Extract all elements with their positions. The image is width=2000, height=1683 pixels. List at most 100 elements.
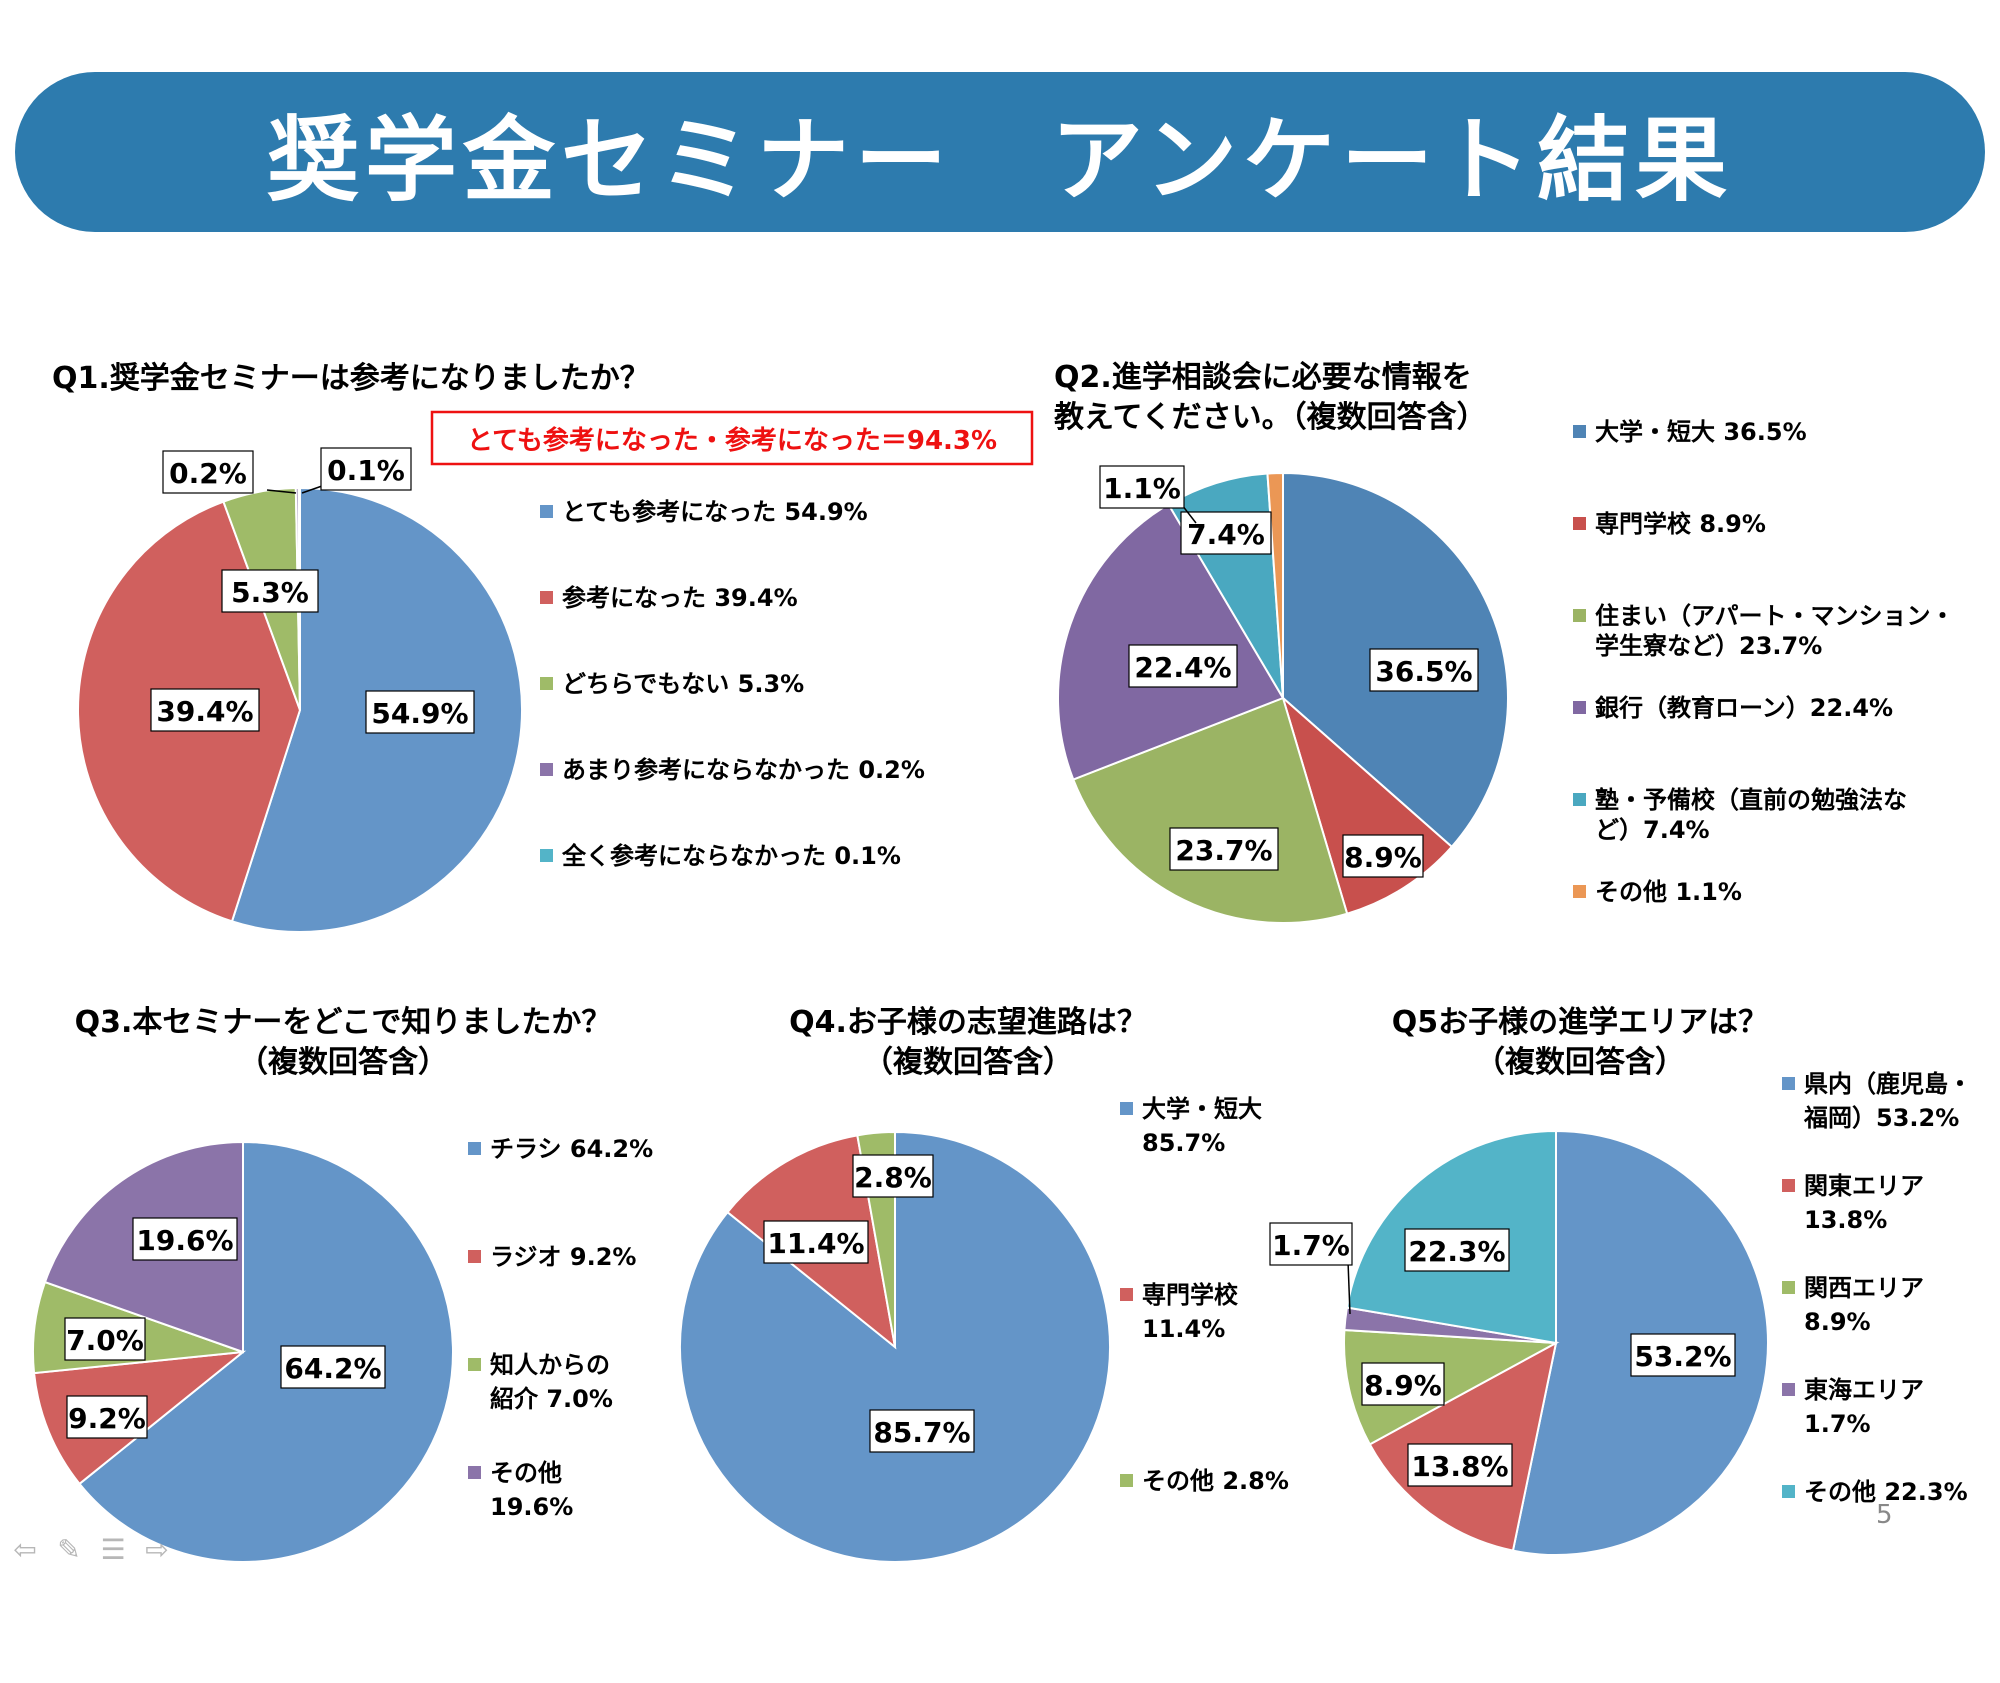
chart-title: Q1.奨学金セミナーは参考になりましたか？	[52, 361, 650, 396]
slide-number: 5	[1876, 1500, 1893, 1530]
data-label-box	[1099, 465, 1185, 509]
leader-line	[1347, 1260, 1351, 1315]
legend-entry: 大学・短大 36.5%	[1595, 418, 1807, 446]
data-label-box	[66, 1395, 148, 1439]
legend-entry: 東海エリア	[1804, 1376, 1924, 1404]
legend-swatch	[540, 505, 553, 518]
pie-slice	[297, 486, 301, 711]
data-label-box	[763, 1220, 869, 1264]
data-label-box	[1407, 1443, 1513, 1487]
legend-swatch	[540, 849, 553, 862]
data-label-box	[1630, 1333, 1736, 1377]
data-label-box	[1180, 511, 1272, 555]
legend-entry: その他 2.8%	[1142, 1467, 1289, 1495]
legend-swatch	[1782, 1179, 1795, 1192]
legend-entry: 関東エリア	[1804, 1172, 1924, 1200]
data-label: 53.2%	[1634, 1340, 1731, 1373]
leader-line	[266, 489, 297, 494]
title-banner: 奨学金セミナー アンケート結果	[15, 72, 1985, 232]
pie-slice	[679, 1130, 1111, 1563]
chart-title: Q2.進学相談会に必要な情報を	[1054, 360, 1472, 395]
data-label-box	[162, 450, 254, 494]
data-label: 9.2%	[68, 1402, 146, 1435]
legend-swatch	[1120, 1288, 1133, 1301]
data-label-box	[1361, 1362, 1445, 1406]
pie-slice	[78, 1140, 454, 1563]
legend-entry: 参考になった 39.4%	[562, 584, 798, 612]
legend-swatch	[1573, 425, 1586, 438]
legend-entry: その他 1.1%	[1595, 878, 1742, 906]
data-label-box	[64, 1317, 146, 1361]
pie-slice	[1071, 696, 1349, 924]
data-label-box	[320, 447, 412, 491]
legend-swatch	[1120, 1102, 1133, 1115]
slide-nav-toolbar: ⇦ ✎ ☰ ⇨	[8, 1535, 174, 1565]
pie-slice	[1343, 1328, 1560, 1446]
pen-icon[interactable]: ✎	[57, 1533, 81, 1566]
legend-entry: 8.9%	[1804, 1308, 1871, 1336]
pie-slice	[1057, 502, 1285, 781]
legend-entry: 県内（鹿児島・	[1804, 1070, 1972, 1098]
chart-title: Q3.本セミナーをどこで知りましたか？	[75, 1005, 612, 1040]
highlight-box	[430, 410, 1034, 466]
chart-q1: Q1.奨学金セミナーは参考になりましたか？ とても参考になった・参考になった＝94…	[52, 361, 1034, 933]
data-label: 85.7%	[873, 1416, 970, 1449]
legend-entry: 11.4%	[1142, 1315, 1225, 1343]
menu-icon[interactable]: ☰	[100, 1533, 126, 1566]
legend-entry: とても参考になった 54.9%	[562, 498, 868, 526]
legend-swatch	[1782, 1281, 1795, 1294]
arrow-left-icon[interactable]: ⇦	[13, 1533, 37, 1566]
legend-swatch	[540, 677, 553, 690]
data-label: 8.9%	[1364, 1369, 1442, 1402]
data-label: 54.9%	[371, 697, 468, 730]
data-label: 5.3%	[231, 576, 309, 609]
data-label-box	[365, 690, 475, 734]
data-label-box	[1128, 644, 1238, 688]
data-label: 36.5%	[1375, 655, 1472, 688]
chart-title: （複数回答含）	[863, 1045, 1073, 1080]
legend-swatch	[468, 1466, 481, 1479]
data-label: 7.4%	[1187, 518, 1265, 551]
legend-swatch	[1573, 609, 1586, 622]
data-label-box	[1369, 648, 1479, 692]
legend-entry: 1.7%	[1804, 1410, 1871, 1438]
legend-entry: 紹介 7.0%	[490, 1385, 613, 1413]
data-label: 19.6%	[136, 1224, 233, 1257]
data-label: 7.0%	[66, 1324, 144, 1357]
legend-entry: 全く参考にならなかった 0.1%	[561, 842, 901, 870]
data-label-box	[221, 569, 319, 613]
legend-entry: その他	[490, 1459, 562, 1487]
chart-title: Q5お子様の進学エリアは？	[1392, 1005, 1768, 1040]
legend-entry: 19.6%	[490, 1493, 573, 1521]
legend-entry: ど）7.4%	[1595, 816, 1710, 844]
legend-entry: 関西エリア	[1804, 1274, 1924, 1302]
data-label: 2.8%	[854, 1161, 932, 1194]
data-label-box	[280, 1345, 386, 1389]
legend-entry: ラジオ 9.2%	[490, 1243, 636, 1271]
leader-line	[301, 485, 323, 494]
legend-swatch	[1782, 1077, 1795, 1090]
data-label: 1.1%	[1103, 472, 1181, 505]
chart-title: Q4.お子様の志望進路は？	[789, 1005, 1147, 1040]
legend-entry: その他 22.3%	[1804, 1478, 1968, 1506]
data-label: 39.4%	[156, 695, 253, 728]
legend-swatch	[468, 1250, 481, 1263]
legend-entry: 13.8%	[1804, 1206, 1887, 1234]
chart-title: （複数回答含）	[238, 1045, 448, 1080]
legend-entry: 福岡）53.2%	[1803, 1104, 1959, 1132]
legend-entry: 住まい（アパート・マンション・	[1595, 602, 1955, 630]
data-label-box	[869, 1409, 975, 1453]
legend-entry: 大学・短大	[1142, 1095, 1262, 1123]
arrow-right-icon[interactable]: ⇨	[145, 1533, 169, 1566]
chart-title: 教えてください。（複数回答含）	[1054, 400, 1487, 435]
page-title: 奨学金セミナー アンケート結果	[266, 106, 1734, 214]
chart-q5: Q5お子様の進学エリアは？ （複数回答含） 53.2% 県内（鹿児島・福岡）53.2%…	[1269, 1005, 1972, 1556]
chart-q4: Q4.お子様の志望進路は？ （複数回答含） 85.7% 大学・短大 85.7% 11.4%…	[679, 1005, 1289, 1563]
legend-swatch	[1120, 1474, 1133, 1487]
legend-entry: チラシ 64.2%	[490, 1135, 653, 1163]
data-label: 22.3%	[1408, 1235, 1505, 1268]
legend-swatch	[1573, 885, 1586, 898]
legend-entry: あまり参考にならなかった 0.2%	[562, 756, 925, 784]
data-label: 11.4%	[767, 1227, 864, 1260]
